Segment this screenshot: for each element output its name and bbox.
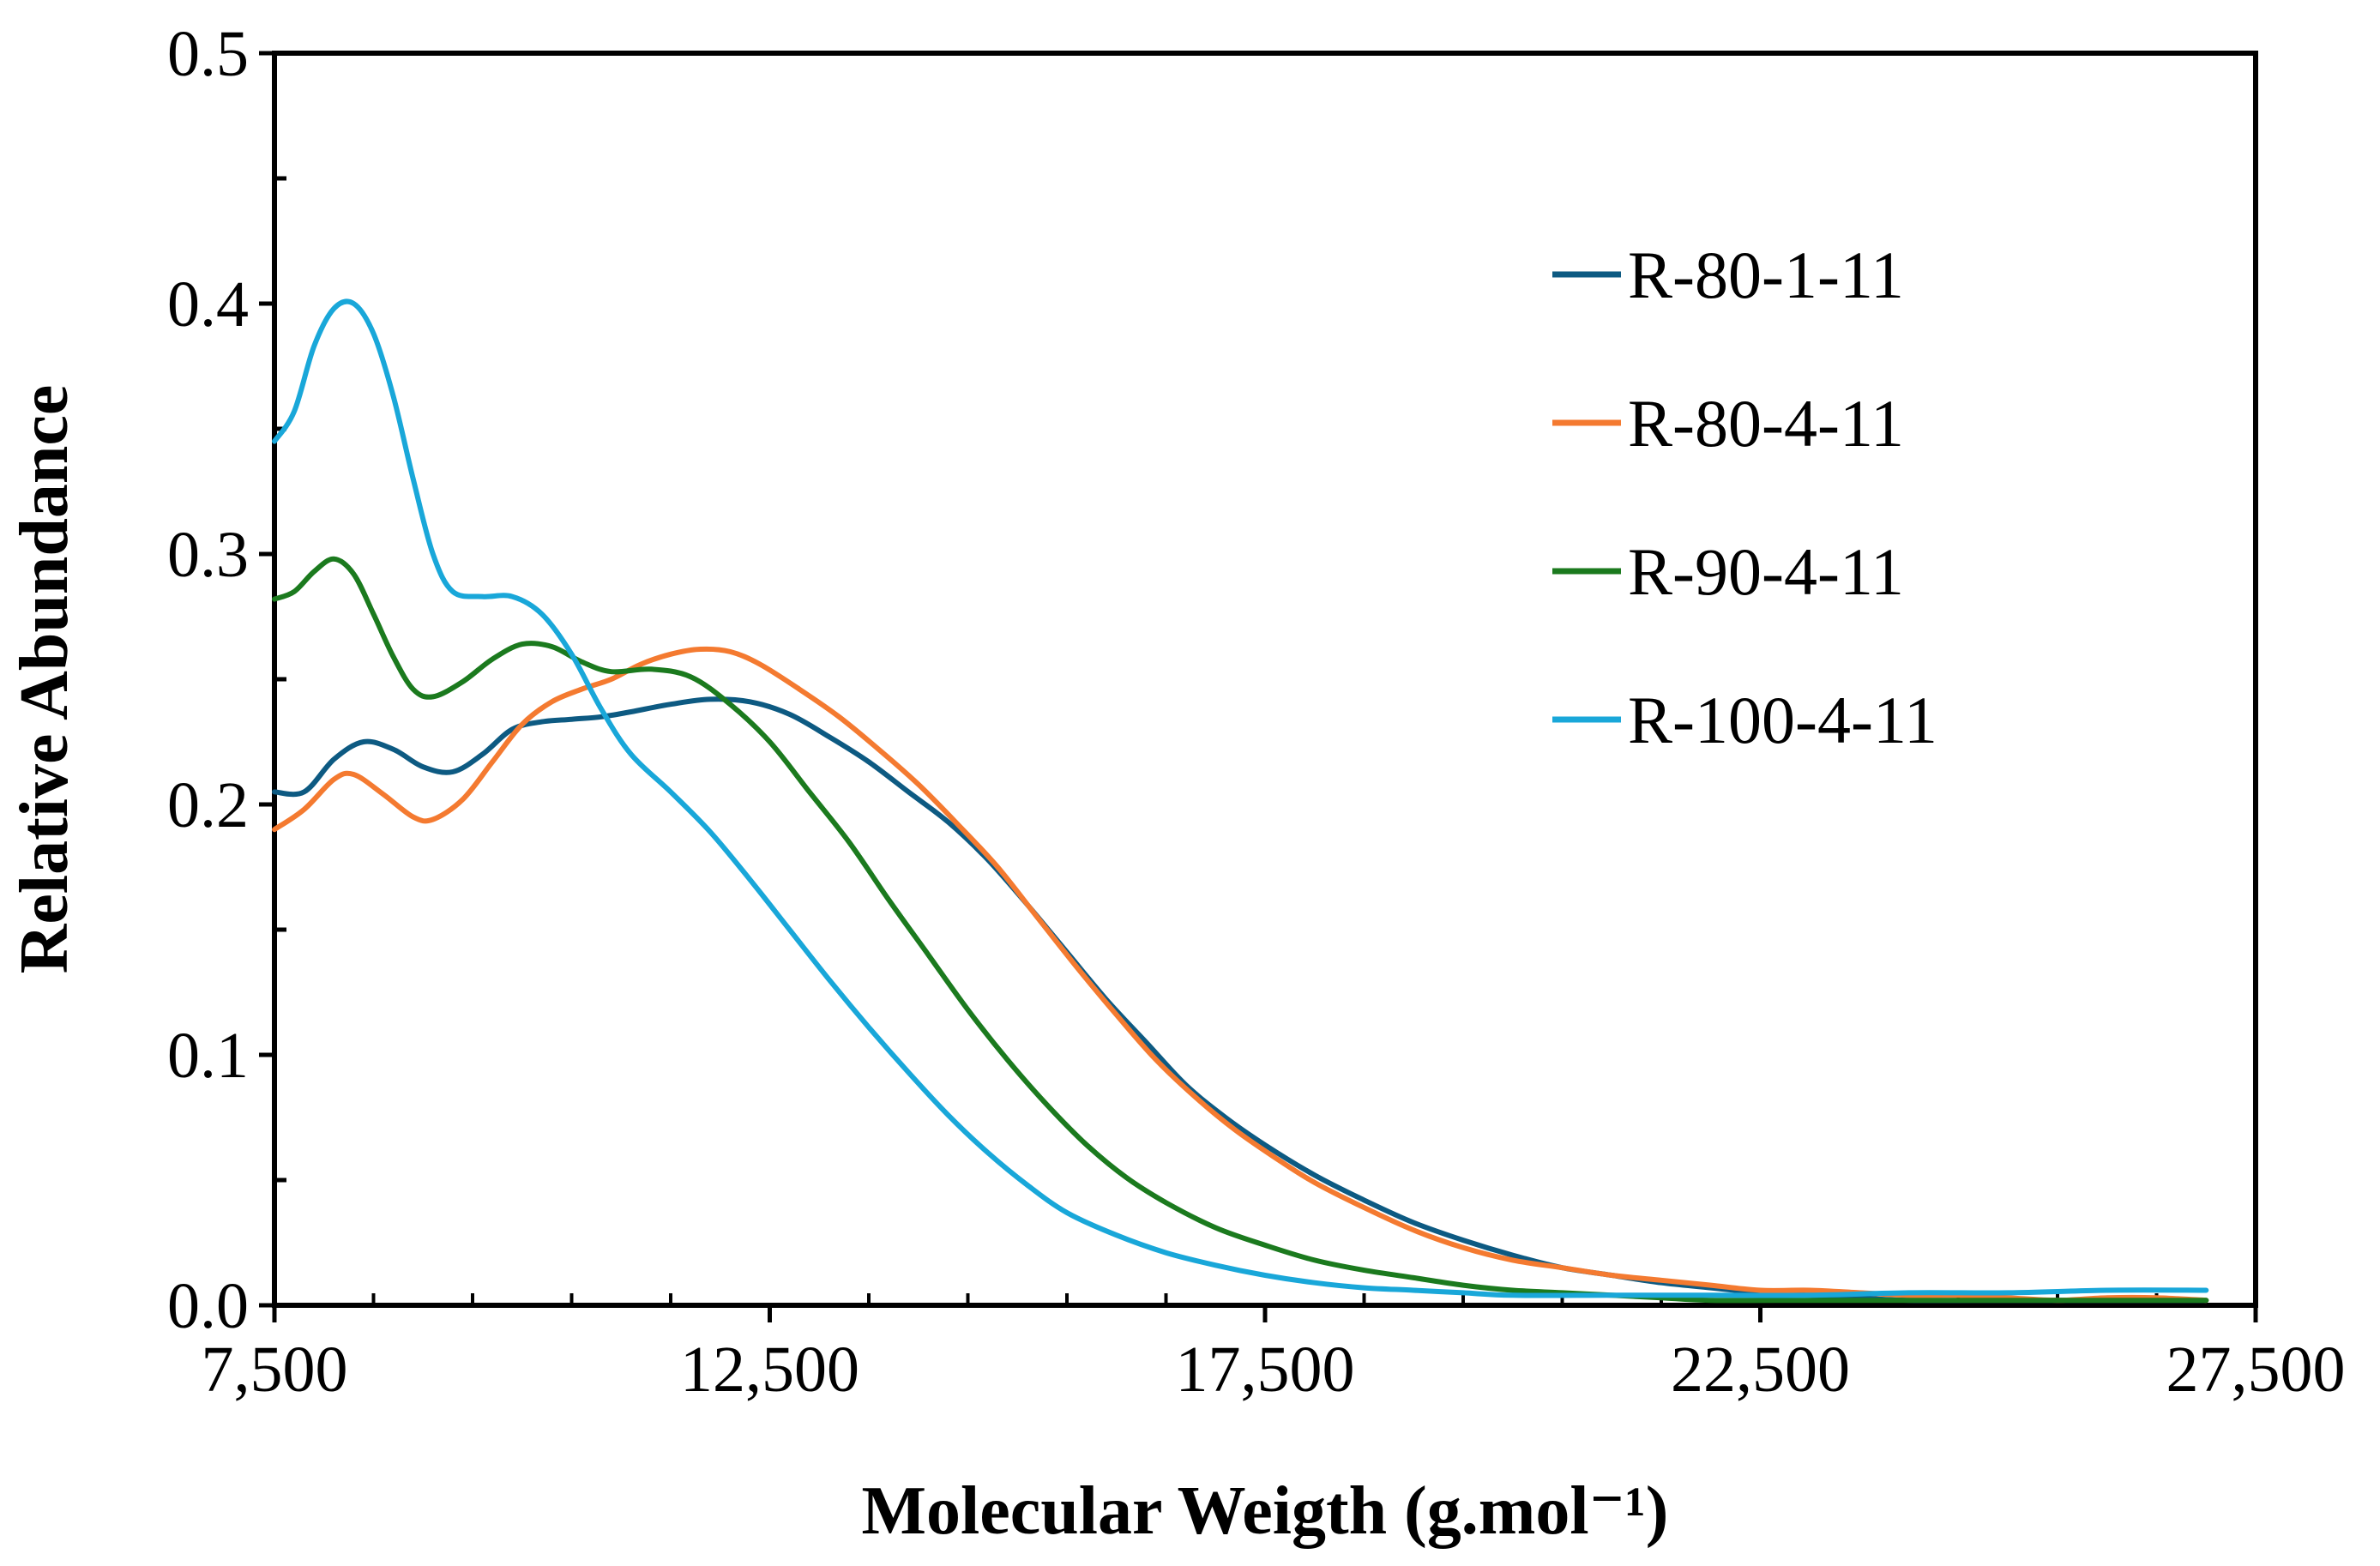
series-line-r-80-4-11 [272,646,2209,1304]
x-tick-label: 27,500 [2166,1334,2346,1406]
legend-label-r-80-1-11: R-80-1-11 [1628,238,1904,312]
legend: R-80-1-11 R-80-4-11 R-90-4-11 R-100-4-11 [1552,238,1937,757]
series-lines [272,298,2209,1304]
y-tick-label: 0.5 [167,18,249,90]
y-axis-title: Relative Abundance [7,385,82,974]
x-tick-label: 7,500 [202,1334,348,1406]
y-axis-ticks: 0.0 0.1 0.2 0.3 0.4 0.5 [167,18,274,1342]
y-tick-label: 0.2 [167,769,249,841]
series-line-r-100-4-11 [272,298,2209,1298]
y-tick-label: 0.3 [167,519,249,591]
y-tick-label: 0.1 [167,1020,249,1092]
y-tick-label: 0.0 [167,1270,249,1342]
legend-label-r-100-4-11: R-100-4-11 [1628,683,1937,757]
y-tick-label: 0.4 [167,268,249,340]
x-tick-label: 12,500 [680,1334,859,1406]
legend-label-r-80-4-11: R-80-4-11 [1628,386,1904,461]
x-axis-ticks: 7,500 12,500 17,500 22,500 27,500 [202,1305,2346,1406]
x-tick-label: 22,500 [1671,1334,1850,1406]
plot-area [272,51,2258,1308]
legend-label-r-90-4-11: R-90-4-11 [1628,534,1904,609]
x-tick-label: 17,500 [1176,1334,1355,1406]
x-axis-title: Molecular Weigth (g.mol⁻¹) [862,1473,1669,1549]
